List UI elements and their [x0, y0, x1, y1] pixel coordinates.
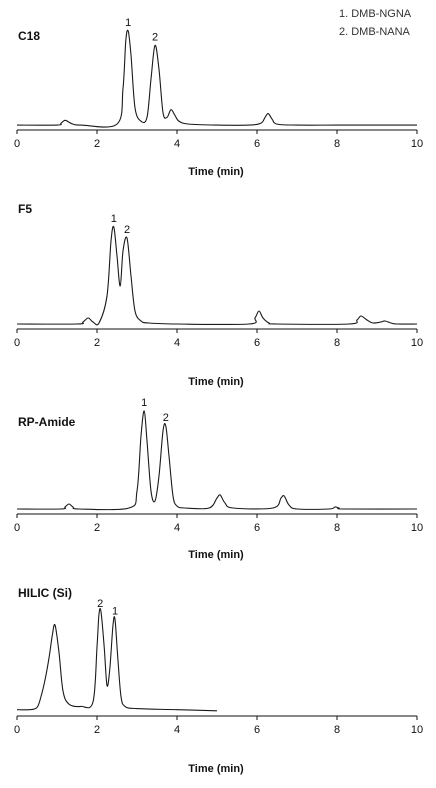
peak-label: 2 [152, 31, 158, 43]
peak-label: 2 [97, 598, 103, 610]
x-tick-label: 4 [174, 138, 180, 150]
peak-label: 2 [124, 224, 130, 236]
x-tick-label: 8 [334, 522, 340, 534]
x-tick-label: 0 [14, 138, 20, 150]
panel-title: F5 [18, 202, 32, 216]
x-axis-title: Time (min) [188, 166, 244, 178]
panel-title: C18 [18, 29, 40, 43]
x-tick-label: 6 [254, 337, 260, 349]
x-tick-label: 10 [411, 337, 423, 349]
peak-label: 1 [125, 17, 131, 29]
chromatogram-trace [16, 607, 218, 712]
x-tick-label: 10 [411, 522, 423, 534]
x-tick-label: 2 [94, 337, 100, 349]
x-axis-title: Time (min) [188, 549, 244, 561]
x-tick-label: 2 [94, 522, 100, 534]
legend: 1. DMB-NGNA 2. DMB-NANA [339, 8, 412, 38]
x-tick-label: 6 [254, 522, 260, 534]
legend-entry-2: 2. DMB-NANA [339, 26, 411, 38]
x-tick-label: 0 [14, 724, 20, 736]
x-tick-label: 6 [254, 724, 260, 736]
x-tick-label: 0 [14, 337, 20, 349]
x-tick-label: 4 [174, 337, 180, 349]
peak-label: 1 [112, 606, 118, 618]
peak-label: 2 [163, 412, 169, 424]
chromatogram-trace [16, 410, 418, 511]
peak-label: 1 [141, 397, 147, 409]
legend-entry-1: 1. DMB-NGNA [339, 8, 412, 20]
x-tick-label: 2 [94, 724, 100, 736]
x-tick-label: 6 [254, 138, 260, 150]
x-tick-label: 8 [334, 724, 340, 736]
x-tick-label: 8 [334, 337, 340, 349]
x-tick-label: 2 [94, 138, 100, 150]
panel-title: RP-Amide [18, 415, 76, 429]
x-tick-label: 8 [334, 138, 340, 150]
x-tick-label: 10 [411, 138, 423, 150]
chromatogram-trace [16, 225, 418, 326]
x-tick-label: 10 [411, 724, 423, 736]
x-tick-label: 4 [174, 522, 180, 534]
x-tick-label: 0 [14, 522, 20, 534]
x-axis-title: Time (min) [188, 376, 244, 388]
chromatogram-trace [16, 29, 417, 128]
x-tick-label: 4 [174, 724, 180, 736]
x-axis-title: Time (min) [188, 763, 244, 775]
panel-title: HILIC (Si) [18, 586, 72, 600]
peak-label: 1 [111, 213, 117, 225]
